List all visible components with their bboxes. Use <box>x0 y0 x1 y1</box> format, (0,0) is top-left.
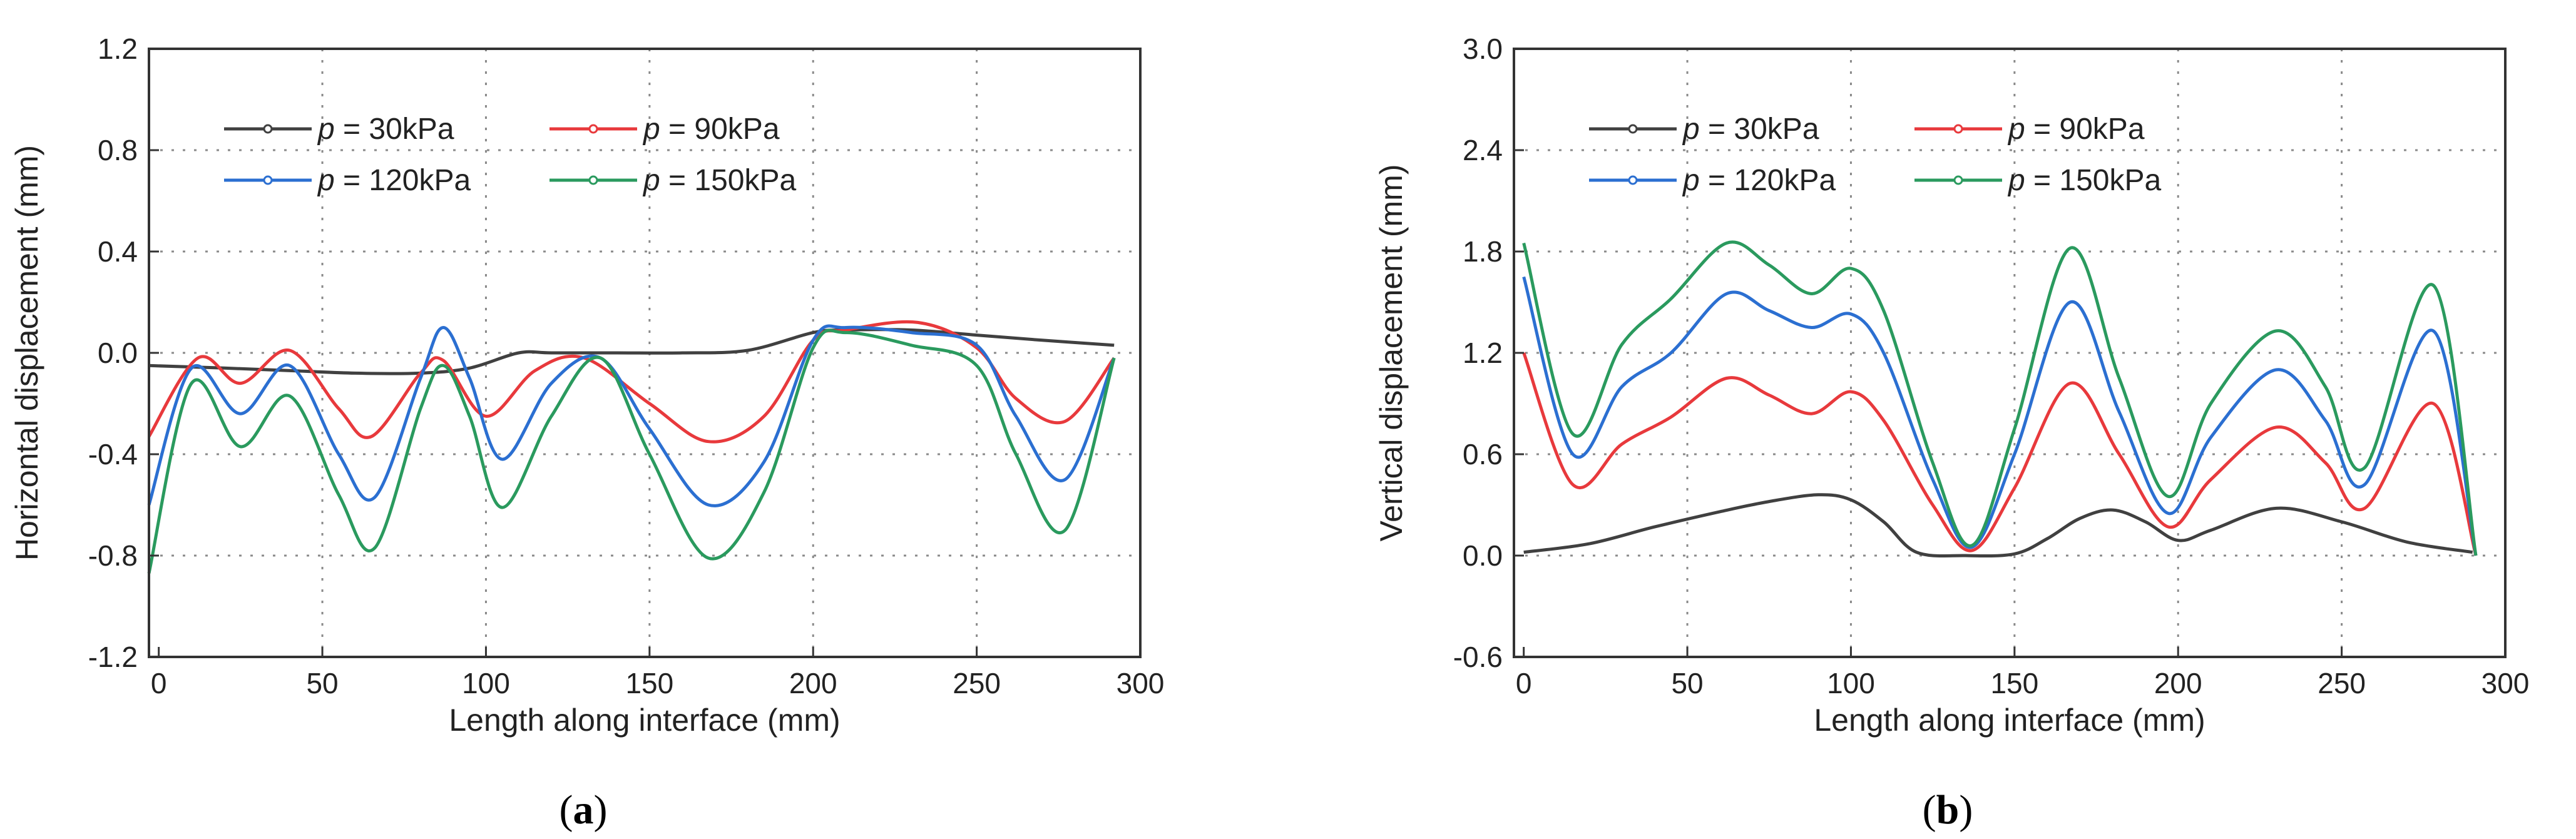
x-tick-label: 50 <box>1671 667 1703 699</box>
panel-label-part: ( <box>1923 787 1936 833</box>
legend-entry-4: p = 150kPa <box>2007 164 2162 197</box>
legend-p-symbol: p <box>642 164 660 197</box>
x-tick-label: 0 <box>151 667 167 699</box>
legend-marker <box>1953 175 1963 185</box>
legend-pressure-value: = 120kPa <box>1700 164 1836 197</box>
legend-p-symbol: p <box>642 113 660 146</box>
x-axis-label: Length along interface (mm) <box>449 703 840 738</box>
legend-p-symbol: p <box>317 164 335 197</box>
series-line-4 <box>147 328 1116 574</box>
legend-entry-3: p = 120kPa <box>317 164 471 197</box>
x-tick-label: 300 <box>1117 667 1165 699</box>
legend-pressure-value: = 90kPa <box>660 113 780 146</box>
x-tick-label: 150 <box>625 667 673 699</box>
panel-label-part: b <box>1936 787 1960 833</box>
y-tick-label: 1.2 <box>98 33 138 65</box>
legend-marker <box>263 175 273 185</box>
legend-marker <box>588 175 598 185</box>
series-line-3 <box>147 324 1116 507</box>
chart-panel-b: 0 50 100 150 200 250 300 3.0 2.4 1.8 1.2 0.6 0.0 -0.6… <box>1374 33 2529 833</box>
y-tick-label: 1.8 <box>1463 235 1503 268</box>
x-tick-label: 100 <box>1827 667 1875 699</box>
legend-pressure-value: = 150kPa <box>2025 164 2162 197</box>
x-tick-label: 300 <box>2481 667 2530 699</box>
y-tick-label: 0.6 <box>1463 438 1503 470</box>
legend-p-symbol: p <box>317 113 335 146</box>
legend-marker <box>1953 124 1963 134</box>
x-tick-label: 250 <box>2318 667 2366 699</box>
series-line-1 <box>1523 493 2473 558</box>
series-line-3 <box>1522 276 2478 556</box>
legend-marker <box>263 124 273 134</box>
legend-entry-2: p = 90kPa <box>642 113 780 146</box>
y-axis-label: Horizontal displacement (mm) <box>9 145 44 561</box>
legend-marker <box>1628 124 1638 134</box>
legend-p-symbol: p <box>1682 113 1700 146</box>
y-tick-label: -0.6 <box>1453 641 1503 673</box>
series-line-4 <box>1522 240 2478 556</box>
legend-marker <box>588 124 598 134</box>
legend-p-symbol: p <box>2007 164 2025 197</box>
legend-entry-2: p = 90kPa <box>2007 113 2145 146</box>
legend-p-symbol: p <box>1682 164 1700 197</box>
series-line-2 <box>1522 352 2478 556</box>
x-axis-label: Length along interface (mm) <box>1814 703 2205 738</box>
y-tick-label: 1.2 <box>1463 337 1503 369</box>
legend-entry-4: p = 150kPa <box>642 164 797 197</box>
x-tick-label: 50 <box>306 667 338 699</box>
panel-label-part: ) <box>594 787 608 833</box>
x-tick-label: 100 <box>462 667 510 699</box>
y-tick-label: -0.4 <box>88 438 138 470</box>
legend-pressure-value: = 30kPa <box>335 113 454 146</box>
legend-pressure-value: = 90kPa <box>2025 113 2145 146</box>
panel-label-part: ) <box>1959 787 1973 833</box>
legend-entry-1: p = 30kPa <box>1682 113 1819 146</box>
panel-label: (a) <box>560 787 608 833</box>
y-tick-label: -1.2 <box>88 641 138 673</box>
x-tick-label: 150 <box>1990 667 2038 699</box>
y-axis-label: Vertical displacement (mm) <box>1374 165 1409 542</box>
y-tick-label: 2.4 <box>1463 134 1503 166</box>
panel-label: (b) <box>1923 787 1973 833</box>
y-tick-label: 0.0 <box>1463 539 1503 572</box>
x-tick-label: 200 <box>2154 667 2202 699</box>
x-tick-label: 250 <box>953 667 1001 699</box>
x-tick-label: 200 <box>789 667 837 699</box>
chart-panel-a: 0 50 100 150 200 250 300 1.2 0.8 0.4 0.0 -0.4 -0.8 -1… <box>9 33 1164 833</box>
legend-entry-3: p = 120kPa <box>1682 164 1836 197</box>
x-tick-label: 0 <box>1516 667 1532 699</box>
legend-pressure-value: = 150kPa <box>660 164 797 197</box>
legend-marker <box>1628 175 1638 185</box>
legend-p-symbol: p <box>2007 113 2025 146</box>
legend-pressure-value: = 30kPa <box>1700 113 1819 146</box>
legend-entry-1: p = 30kPa <box>317 113 454 146</box>
y-tick-label: 0.0 <box>98 337 138 369</box>
y-tick-label: 0.8 <box>98 134 138 166</box>
panel-label-part: ( <box>560 787 573 833</box>
y-tick-label: 0.4 <box>98 235 138 268</box>
y-tick-label: -0.8 <box>88 539 138 572</box>
panel-label-part: a <box>573 787 594 833</box>
legend-pressure-value: = 120kPa <box>335 164 471 197</box>
series-line-1 <box>148 328 1115 375</box>
y-tick-label: 3.0 <box>1463 33 1503 65</box>
